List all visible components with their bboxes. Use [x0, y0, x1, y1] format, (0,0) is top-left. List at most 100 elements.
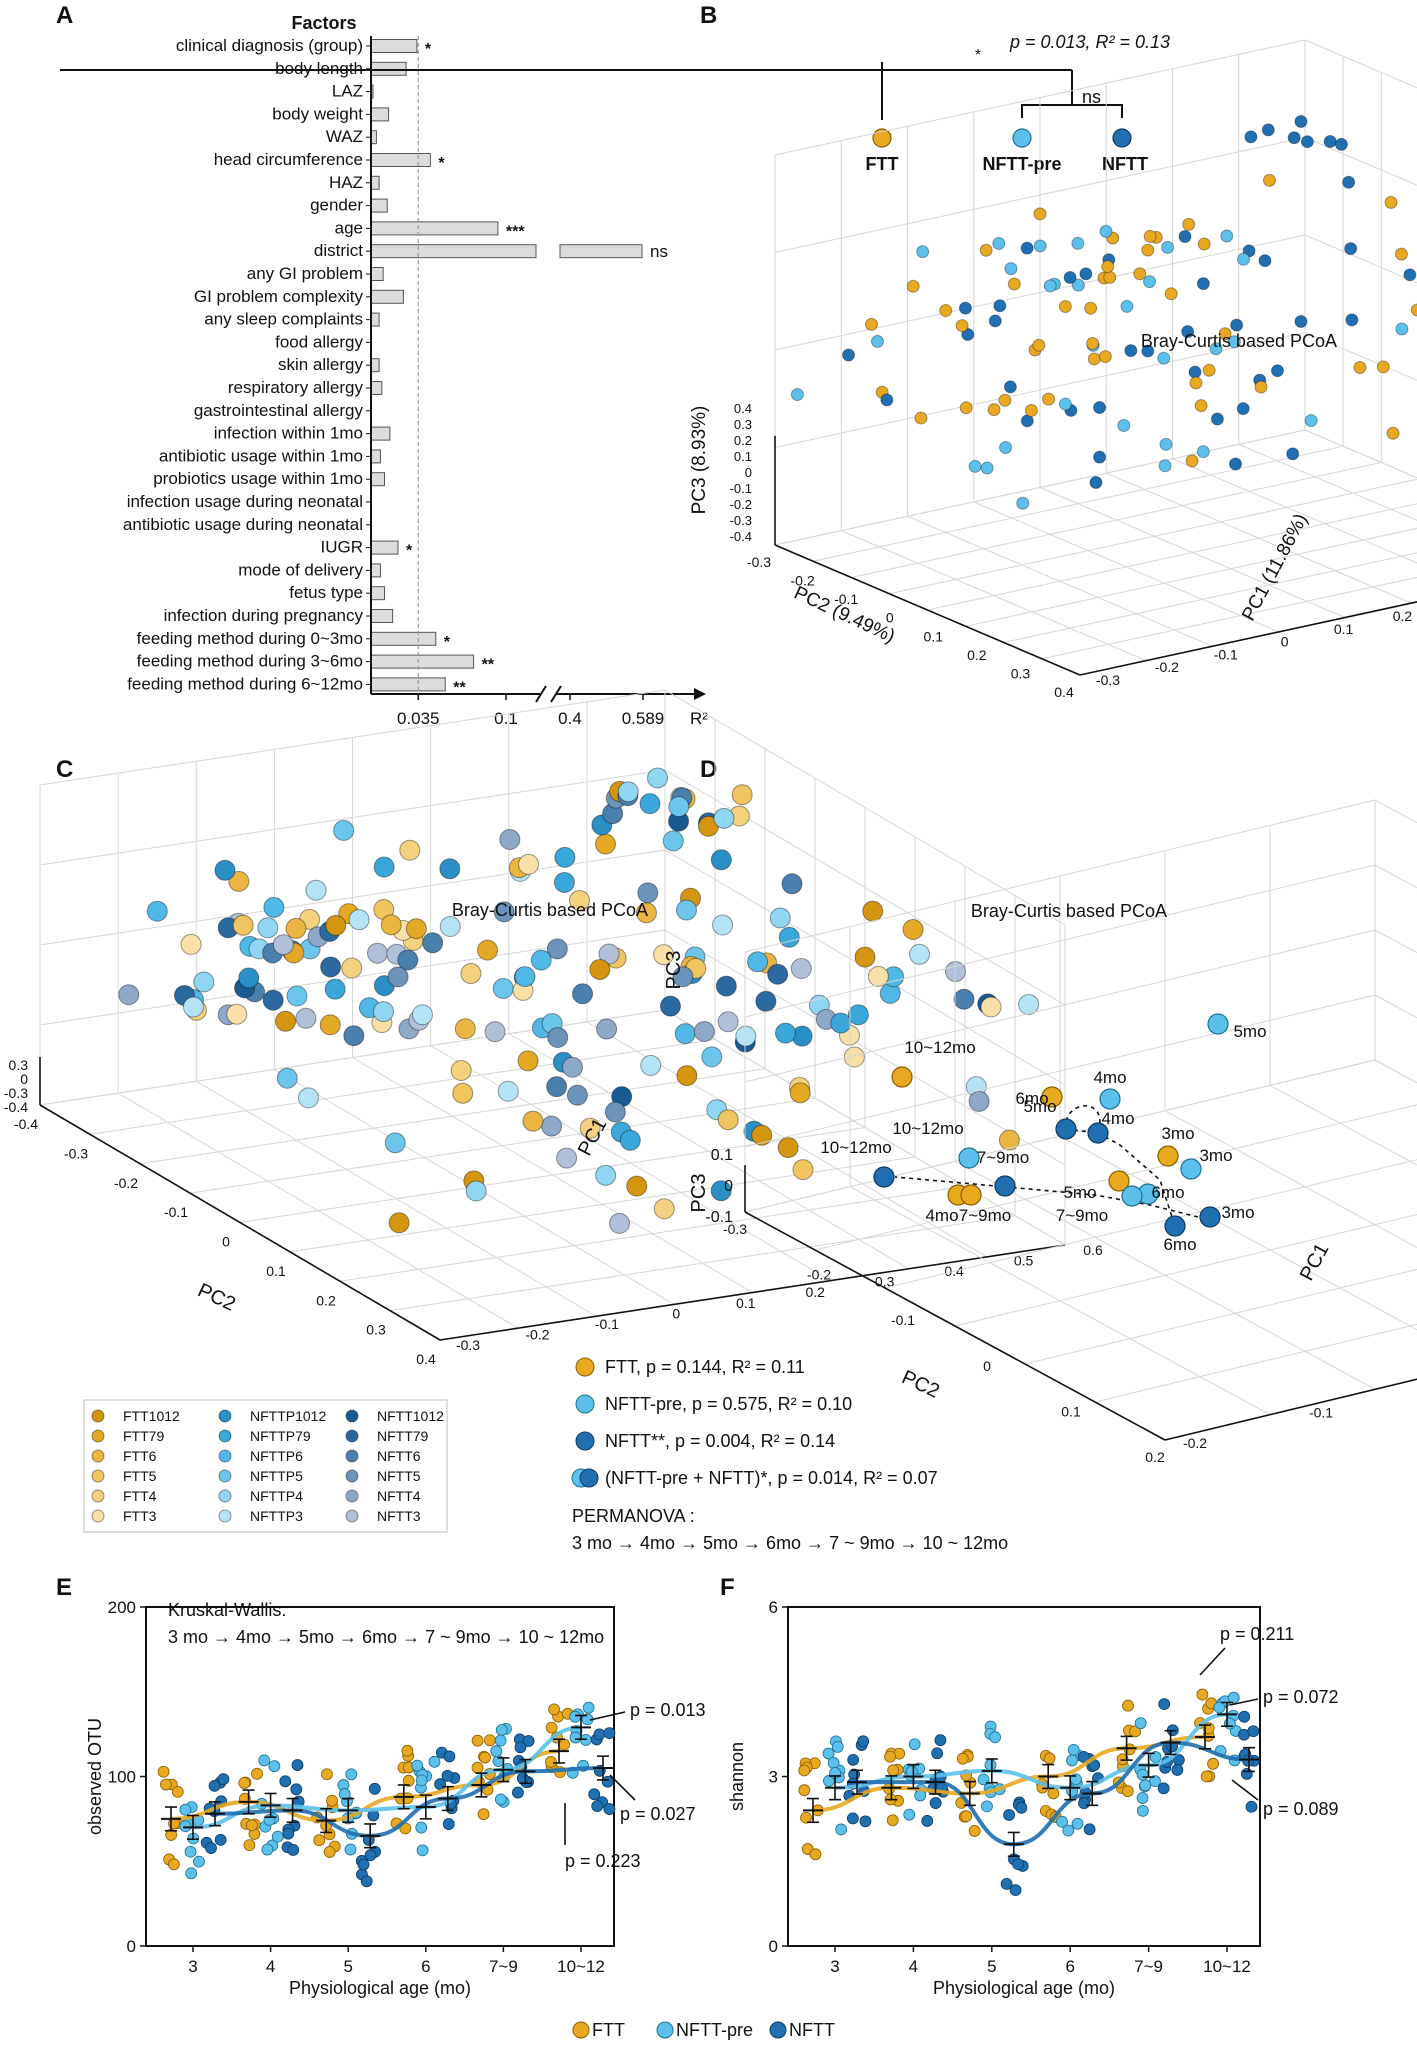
- panel-c-legend-label: FTT1012: [123, 1408, 180, 1424]
- panelF-sample-point: [1015, 1801, 1028, 1814]
- panelE-sample-point: [157, 1765, 170, 1778]
- panelE-sample-point: [326, 1794, 338, 1807]
- scatter-point: [1099, 224, 1113, 238]
- panelF-sample-point: [884, 1750, 896, 1763]
- scatter-point: [1270, 364, 1284, 378]
- panelF-sample-point: [798, 1764, 811, 1777]
- scatter-point: [579, 1117, 601, 1139]
- grid-line: [1164, 1110, 1417, 1249]
- scatter-point: [653, 944, 675, 966]
- scatter-point: [319, 1014, 341, 1036]
- scatter-point: [747, 951, 769, 973]
- scatter-point: [1063, 271, 1077, 285]
- factor-bar: [370, 472, 385, 487]
- panel-d-title: Bray-Curtis based PCoA: [971, 901, 1167, 921]
- scatter-point: [596, 1018, 618, 1040]
- factor-label: skin allergy: [278, 355, 364, 374]
- scatter-point: [958, 301, 972, 315]
- scatter-point: [777, 1137, 799, 1159]
- scatter-point: [1254, 380, 1268, 394]
- panelF-sample-point: [1238, 1710, 1251, 1723]
- y-axis: [1079, 601, 1417, 676]
- panel-f-annotation: p = 0.089: [1263, 1799, 1339, 1819]
- panel-b-x-tick: 0.3: [1011, 665, 1031, 681]
- scatter-point: [1196, 277, 1210, 291]
- panelF-sample-point: [1149, 1751, 1162, 1763]
- grid-line: [1304, 234, 1417, 284]
- scatter-point: [439, 915, 461, 937]
- scatter-point: [422, 932, 444, 954]
- panel-b-nftt-pre-node: [1012, 128, 1032, 148]
- panel-d-centroid-label: 6mo: [1015, 1089, 1048, 1108]
- factor-label: clinical diagnosis (group): [176, 36, 363, 55]
- panel-b-dendro-stat: p = 0.013, R² = 0.13: [1009, 32, 1170, 52]
- panelF-sample-point: [831, 1741, 844, 1753]
- panel-a-bar-chart: Factors clinical diagnosis (group) * body …: [123, 13, 708, 728]
- factor-label: antibiotic usage during neonatal: [123, 515, 363, 534]
- factor-label: mode of delivery: [238, 560, 363, 579]
- panel-b-outer-sig: *: [975, 47, 981, 64]
- scatter-point: [717, 1011, 739, 1033]
- panelE-sample-point: [214, 1833, 227, 1846]
- scatter-point: [460, 963, 482, 985]
- panelE-sample-point: [477, 1808, 490, 1821]
- panelF-sample-point: [1067, 1744, 1080, 1756]
- factor-label: feeding method during 0~3mo: [137, 629, 363, 648]
- panel-d-centroid-label: 5mo: [1063, 1183, 1096, 1202]
- panel-b-group-ftt: FTT: [866, 154, 899, 174]
- scatter-point: [939, 304, 953, 318]
- panelE-y-tick-label: 100: [108, 1768, 136, 1787]
- scatter-point: [1344, 242, 1358, 256]
- panelF-sample-point: [931, 1747, 944, 1760]
- scatter-point: [276, 1067, 298, 1089]
- scatter-point: [909, 943, 931, 965]
- legend-ftt-label: FTT: [592, 2020, 625, 2040]
- scatter-point: [1394, 247, 1408, 261]
- scatter-point: [522, 1110, 544, 1132]
- scatter-point: [1287, 131, 1301, 145]
- panel-c-z-tick: -0.4: [4, 1099, 28, 1115]
- panel-c-legend-label: FTT5: [123, 1468, 157, 1484]
- panel-b-z-tick: -0.2: [730, 497, 752, 512]
- panelF-sample-point: [847, 1753, 860, 1766]
- panel-c-x-tick: 0.2: [316, 1292, 336, 1308]
- factor-label: food allergy: [275, 332, 363, 351]
- scatter-point: [1120, 299, 1134, 313]
- scatter-point: [1084, 301, 1098, 315]
- panelF-sample-point: [934, 1734, 947, 1747]
- panelE-sample-point: [258, 1754, 271, 1767]
- panelF-sample-point: [1200, 1770, 1213, 1783]
- scatter-point: [871, 334, 885, 348]
- grid-line: [1374, 994, 1417, 1019]
- panel-d-permanova-title: PERMANOVA :: [572, 1506, 695, 1526]
- scatter-point: [778, 926, 800, 948]
- scatter-point: [916, 245, 930, 259]
- panel-c-z-tick: 0.3: [9, 1057, 29, 1073]
- panelF-sample-point: [989, 1731, 1001, 1744]
- panel-d-centroid-label: 6mo: [1151, 1183, 1184, 1202]
- panel-d-centroid: [891, 1066, 913, 1088]
- panelF-x-tick-label: 10~12: [1203, 1957, 1251, 1976]
- scatter-point: [566, 1084, 588, 1106]
- panel-c-legend-label: NFTTP1012: [250, 1408, 326, 1424]
- scatter-point: [1003, 380, 1017, 394]
- legend-nftt-label: NFTT: [789, 2020, 835, 2040]
- panel-c-x-tick: -0.2: [114, 1175, 138, 1191]
- panel-c-legend-label: FTT79: [123, 1428, 164, 1444]
- factor-bar: [370, 540, 399, 555]
- panelE-sample-point: [282, 1827, 295, 1840]
- scatter-point: [609, 1212, 631, 1234]
- panelE-sample-point: [514, 1741, 527, 1754]
- scatter-point: [1101, 260, 1115, 274]
- factor-label: head circumference: [214, 150, 363, 169]
- panel-c-legend-marker: [345, 1409, 359, 1423]
- grid-line: [1304, 39, 1417, 89]
- scatter-point: [297, 1087, 319, 1109]
- panelE-sample-point: [601, 1775, 614, 1788]
- panelE-sample-point: [271, 1830, 284, 1843]
- scatter-point: [767, 963, 789, 985]
- scatter-point: [1376, 360, 1390, 374]
- scatter-point: [484, 1021, 506, 1043]
- factor-label: fetus type: [289, 583, 363, 602]
- scatter-point: [541, 1115, 563, 1137]
